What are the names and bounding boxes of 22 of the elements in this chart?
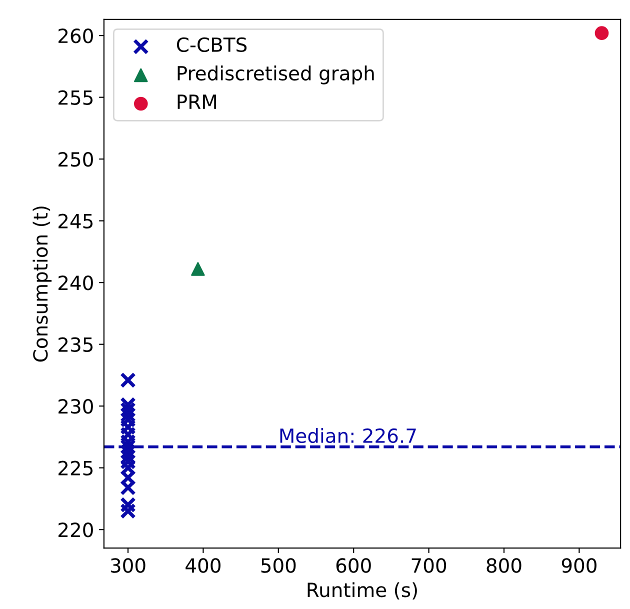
ref-line-label: Median: 226.7 — [280, 428, 416, 444]
x-tick-label: 800 — [486, 558, 522, 573]
legend-label: C-CBTS — [176, 37, 247, 52]
y-tick-label: 250 — [58, 152, 93, 167]
x-axis-title: Runtime (s) — [308, 582, 417, 600]
y-tick-label: 220 — [58, 522, 93, 538]
y-tick-label: 240 — [58, 276, 93, 290]
y-tick-label: 260 — [58, 28, 93, 44]
legend-label: PRM — [178, 94, 216, 109]
y-tick-label: 230 — [58, 399, 93, 414]
x-tick-label: 400 — [186, 558, 220, 573]
legend-label: Prediscretised graph — [178, 66, 374, 84]
x-tick-label: 300 — [110, 558, 146, 573]
y-tick-label: 245 — [58, 214, 93, 228]
y-tick-label: 235 — [58, 337, 93, 352]
x-tick-label: 700 — [412, 558, 446, 573]
y-tick-label: 255 — [58, 90, 93, 105]
x-tick-label: 500 — [261, 558, 296, 573]
x-tick-label: 600 — [336, 558, 371, 573]
y-axis-title: Consumption (t) — [32, 206, 52, 362]
y-tick-label: 225 — [58, 460, 93, 476]
x-tick-label: 900 — [562, 558, 596, 573]
